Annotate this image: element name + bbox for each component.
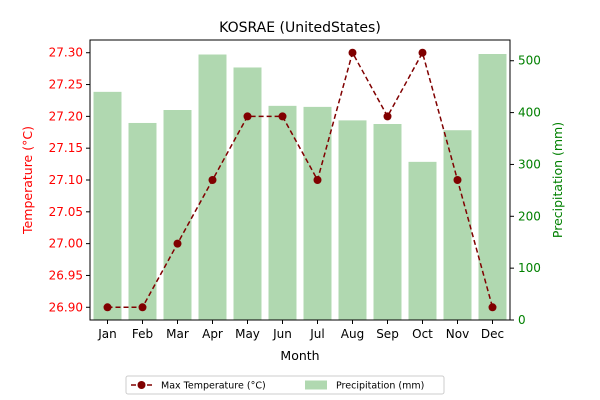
precipitation-bar-sep bbox=[373, 124, 402, 320]
chart-title: KOSRAE (UnitedStates) bbox=[219, 20, 381, 36]
temperature-point-aug bbox=[348, 48, 357, 57]
precipitation-bar-jan bbox=[93, 91, 122, 320]
right-tick-label: 400 bbox=[518, 106, 541, 120]
x-tick-label: Mar bbox=[166, 327, 189, 341]
legend-marker-swatch bbox=[137, 381, 146, 389]
precipitation-bar-feb bbox=[128, 122, 157, 321]
x-tick-label: Jan bbox=[97, 327, 117, 341]
legend-item-precipitation: Precipitation (mm) bbox=[305, 380, 424, 392]
precipitation-bar-may bbox=[233, 67, 262, 321]
x-tick-label: Jul bbox=[309, 327, 324, 341]
right-tick-label: 500 bbox=[518, 54, 541, 68]
x-tick-label: Feb bbox=[132, 327, 153, 341]
x-tick-label: Sep bbox=[376, 327, 399, 341]
bars-layer bbox=[93, 54, 507, 321]
precipitation-bar-mar bbox=[163, 110, 192, 320]
legend-label-temperature: Max Temperature (°C) bbox=[161, 381, 266, 392]
x-tick-label: Nov bbox=[446, 327, 469, 341]
right-tick-label: 200 bbox=[518, 209, 541, 223]
x-tick-label: Apr bbox=[202, 327, 223, 341]
temperature-point-feb bbox=[138, 303, 147, 312]
temperature-point-sep bbox=[383, 112, 392, 121]
temperature-point-may bbox=[243, 112, 252, 121]
left-tick-label: 27.25 bbox=[49, 78, 83, 92]
left-tick-label: 27.05 bbox=[49, 205, 83, 219]
x-axis-ticks: Jan Feb Mar Apr May Jun Jul Aug Sep Oct Nov Dec bbox=[97, 320, 504, 341]
left-tick-label: 26.95 bbox=[49, 268, 83, 282]
left-tick-label: 27.10 bbox=[49, 173, 83, 187]
legend-item-temperature: Max Temperature (°C) bbox=[131, 381, 266, 392]
right-tick-label: 0 bbox=[518, 313, 526, 327]
left-axis-label: Temperature (°C) bbox=[20, 126, 35, 235]
temperature-point-mar bbox=[173, 239, 182, 248]
x-tick-label: Dec bbox=[481, 327, 504, 341]
temperature-line bbox=[107, 50, 494, 309]
legend-frame bbox=[125, 375, 445, 395]
precipitation-bar-dec bbox=[478, 54, 507, 320]
temperature-point-nov bbox=[453, 176, 462, 184]
precipitation-bar-nov bbox=[443, 130, 472, 320]
legend-label-precipitation: Precipitation (mm) bbox=[336, 381, 424, 392]
temperature-point-apr bbox=[208, 176, 217, 184]
x-axis-label: Month bbox=[280, 348, 319, 363]
temperature-point-jan bbox=[103, 303, 112, 312]
left-axis-ticks: 26.90 26.95 27.00 27.05 27.10 27.15 27.20 27.25… bbox=[49, 46, 90, 314]
left-tick-label: 27.30 bbox=[49, 46, 83, 60]
legend: Max Temperature (°C) Precipitation (mm) bbox=[125, 375, 445, 395]
x-tick-label: Jun bbox=[272, 327, 292, 341]
x-tick-label: Oct bbox=[412, 327, 433, 341]
left-tick-label: 27.00 bbox=[49, 237, 83, 251]
precipitation-bar-jun bbox=[268, 105, 297, 320]
precipitation-bar-aug bbox=[338, 120, 367, 321]
x-tick-label: May bbox=[235, 327, 260, 341]
right-axis-label: Precipitation (mm) bbox=[550, 122, 565, 238]
left-tick-label: 26.90 bbox=[49, 300, 83, 314]
left-tick-label: 27.15 bbox=[49, 141, 83, 155]
line-layer bbox=[103, 48, 497, 312]
precipitation-bar-apr bbox=[198, 54, 227, 320]
legend-bar-swatch bbox=[305, 380, 327, 390]
right-axis-ticks: 0 100 200 300 400 500 bbox=[510, 54, 541, 327]
temperature-point-oct bbox=[418, 48, 427, 57]
temperature-point-jul bbox=[313, 176, 322, 184]
temperature-point-jun bbox=[278, 112, 287, 121]
left-tick-label: 27.20 bbox=[49, 109, 83, 123]
precipitation-bar-jul bbox=[303, 106, 332, 320]
right-tick-label: 300 bbox=[518, 157, 541, 171]
precipitation-bar-oct bbox=[408, 161, 437, 320]
temperature-point-dec bbox=[488, 303, 497, 312]
right-tick-label: 100 bbox=[518, 261, 541, 275]
x-tick-label: Aug bbox=[341, 327, 364, 341]
